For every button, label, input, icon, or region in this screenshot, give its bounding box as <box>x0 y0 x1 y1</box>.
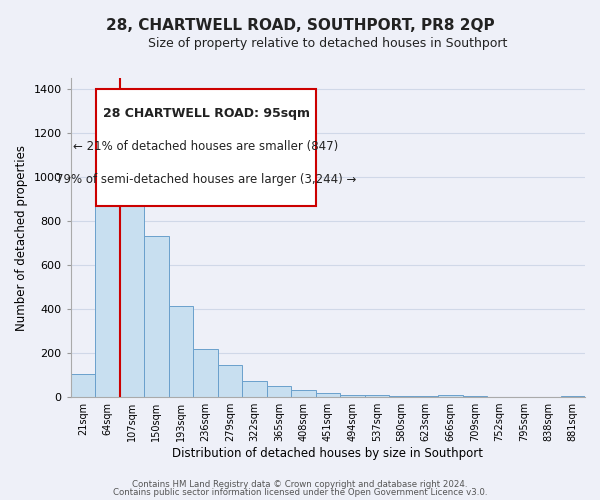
Bar <box>291 390 316 397</box>
Bar <box>266 386 291 397</box>
Bar <box>365 395 389 397</box>
Bar <box>71 374 95 397</box>
Bar <box>316 393 340 397</box>
Bar <box>438 395 463 397</box>
Text: 28 CHARTWELL ROAD: 95sqm: 28 CHARTWELL ROAD: 95sqm <box>103 106 310 120</box>
Bar <box>340 395 365 397</box>
Bar <box>193 348 218 397</box>
Bar <box>95 143 119 397</box>
Bar <box>242 381 266 397</box>
Text: 28, CHARTWELL ROAD, SOUTHPORT, PR8 2QP: 28, CHARTWELL ROAD, SOUTHPORT, PR8 2QP <box>106 18 494 32</box>
Bar <box>218 364 242 397</box>
Bar <box>119 143 144 397</box>
FancyBboxPatch shape <box>97 89 316 206</box>
Y-axis label: Number of detached properties: Number of detached properties <box>15 144 28 330</box>
Bar <box>389 396 413 397</box>
Bar <box>144 236 169 397</box>
Text: Contains public sector information licensed under the Open Government Licence v3: Contains public sector information licen… <box>113 488 487 497</box>
Bar <box>413 396 438 397</box>
Bar <box>463 396 487 397</box>
Text: 79% of semi-detached houses are larger (3,244) →: 79% of semi-detached houses are larger (… <box>56 172 356 186</box>
Bar <box>169 306 193 397</box>
Text: Contains HM Land Registry data © Crown copyright and database right 2024.: Contains HM Land Registry data © Crown c… <box>132 480 468 489</box>
Title: Size of property relative to detached houses in Southport: Size of property relative to detached ho… <box>148 38 508 51</box>
Text: ← 21% of detached houses are smaller (847): ← 21% of detached houses are smaller (84… <box>73 140 338 152</box>
X-axis label: Distribution of detached houses by size in Southport: Distribution of detached houses by size … <box>172 447 484 460</box>
Bar <box>560 396 585 397</box>
